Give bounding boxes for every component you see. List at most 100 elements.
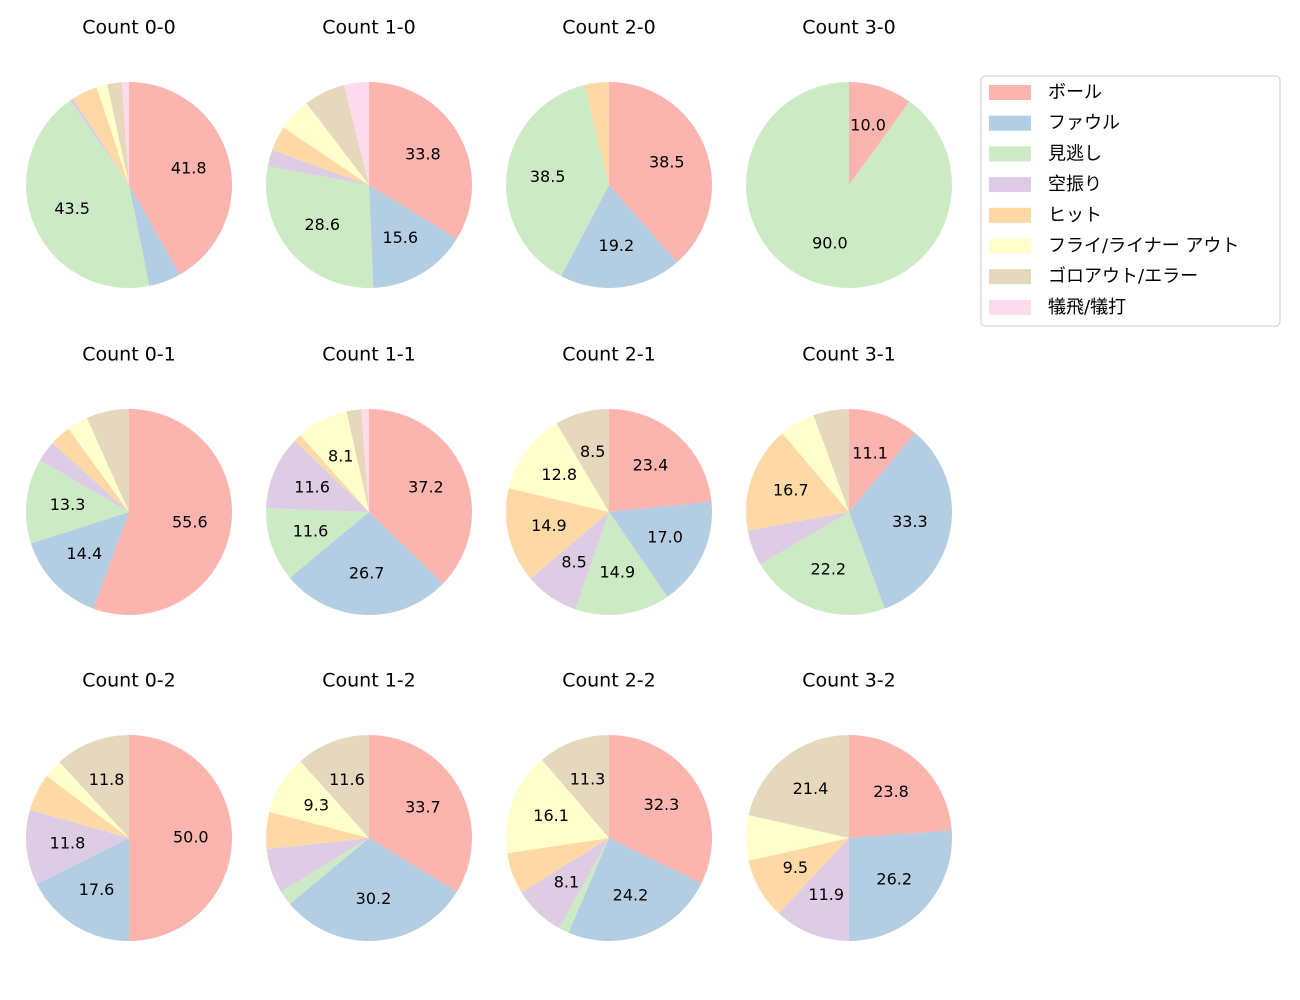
chart-title: Count 0-2 [82,670,176,692]
pie-slice [505,759,609,854]
slice-label: 19.2 [599,236,635,255]
pie-slice [760,512,885,615]
pie-slice [267,149,369,185]
pie-slice [25,809,130,885]
slice-label: 12.8 [541,465,577,484]
slice-label: 13.3 [50,495,86,514]
slice-label: 33.7 [405,797,441,816]
pie-slice [266,838,369,892]
legend-swatch [989,115,1031,131]
chart-title: Count 0-1 [82,344,176,366]
pie-slice [265,811,369,850]
pie-slice [121,82,129,185]
legend-label: ファウル [1048,113,1120,134]
slice-label: 28.6 [304,215,340,234]
pie-slice [748,838,849,914]
pie-slice [746,815,849,861]
slice-label: 11.3 [570,770,606,789]
pie-slice [748,735,849,838]
slice-label: 8.5 [580,442,605,461]
slice-label: 11.8 [50,833,86,852]
pie-slice [30,512,129,609]
pie-slice [29,775,130,838]
slice-label: 33.3 [892,512,928,531]
pie-slice [746,82,952,288]
slice-label: 55.6 [172,512,208,531]
slice-label: 26.7 [349,563,385,582]
pie-slice [369,82,472,239]
pie-slice [541,735,609,838]
pie-slice [346,409,369,512]
pie-slice [747,512,849,565]
pie-slice [609,501,713,597]
pie-slice [36,838,129,941]
legend-swatch [989,238,1031,254]
pie-slice [294,435,369,512]
pie-slice [300,735,369,838]
slice-label: 8.1 [328,447,353,466]
pie-slice [129,82,232,275]
legend-label: 犠飛/犠打 [1048,297,1126,318]
slice-label: 32.3 [644,795,680,814]
pie-slice [568,838,702,942]
legend-frame [980,75,1281,327]
pie-slice [281,838,369,904]
pie-slice [96,84,129,185]
legend-label: ヒット [1048,205,1102,226]
legend-swatch [989,146,1031,162]
slice-label: 14.9 [531,516,567,535]
chart-title: Count 1-1 [322,344,416,366]
slice-label: 33.8 [405,144,441,163]
slice-label: 41.8 [171,159,207,178]
pie-slice [283,103,369,185]
pie-slice [300,411,369,512]
slice-label: 23.4 [633,456,669,475]
legend-label: 見逃し [1048,143,1102,164]
pie-slice [521,838,609,929]
chart-title: Count 3-0 [802,17,896,39]
slice-label: 11.6 [329,770,365,789]
pie-slice [26,100,150,288]
pie-slice [86,409,129,512]
pie-slice [369,735,472,892]
pie-slice [39,442,129,512]
slice-label: 21.4 [793,779,829,798]
pie-slice [107,82,129,185]
pie-slice [508,423,609,512]
slice-label: 11.9 [808,885,844,904]
pie-slice [556,409,609,512]
pie-slice [73,87,129,185]
pie-slice [266,440,369,512]
slice-label: 38.5 [530,167,566,186]
slice-label: 26.2 [876,870,912,889]
pie-slice [289,512,444,615]
pie-slice [361,409,369,512]
pie-slice [506,488,609,579]
pie-slice [272,127,369,185]
slice-label: 24.2 [613,885,649,904]
pie-slice [369,185,457,288]
pie-slice [575,512,668,615]
slice-label: 10.0 [850,116,886,135]
pie-slice [59,735,129,838]
legend-swatch [989,177,1031,193]
slice-label: 50.0 [173,828,209,847]
slice-label: 23.8 [873,782,909,801]
chart-title: Count 2-0 [562,17,656,39]
slice-label: 11.6 [293,521,329,540]
chart-title: Count 2-2 [562,670,656,692]
slice-label: 9.3 [304,795,329,814]
slice-label: 15.6 [382,228,418,247]
slice-label: 11.8 [89,770,125,789]
slice-label: 90.0 [812,233,848,252]
pie-slice [505,84,609,277]
chart-title: Count 1-2 [322,670,416,692]
pie-slice [530,512,609,610]
legend-label: フライ/ライナー アウト [1048,236,1239,257]
chart-title: Count 3-1 [802,344,896,366]
legend-swatch [989,269,1031,285]
slice-label: 8.5 [561,553,586,572]
slice-label: 17.0 [647,527,683,546]
